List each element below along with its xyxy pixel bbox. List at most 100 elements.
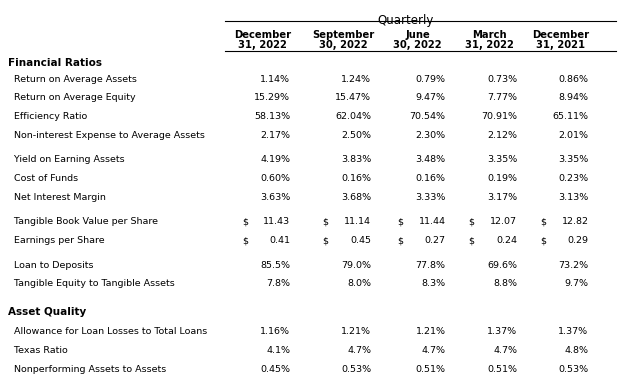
Text: $: $ xyxy=(469,236,474,245)
Text: 70.54%: 70.54% xyxy=(409,112,446,121)
Text: 85.5%: 85.5% xyxy=(260,261,290,270)
Text: 3.17%: 3.17% xyxy=(487,193,517,202)
Text: 7.77%: 7.77% xyxy=(487,93,517,102)
Text: 30, 2022: 30, 2022 xyxy=(393,40,442,50)
Text: 3.63%: 3.63% xyxy=(260,193,290,202)
Text: 8.8%: 8.8% xyxy=(493,279,517,288)
Text: 2.30%: 2.30% xyxy=(416,131,446,140)
Text: 2.12%: 2.12% xyxy=(487,131,517,140)
Text: 3.35%: 3.35% xyxy=(558,155,588,164)
Text: 15.29%: 15.29% xyxy=(254,93,290,102)
Text: 4.7%: 4.7% xyxy=(347,346,371,355)
Text: Net Interest Margin: Net Interest Margin xyxy=(7,193,105,202)
Text: 8.94%: 8.94% xyxy=(558,93,588,102)
Text: $: $ xyxy=(323,217,329,226)
Text: 0.51%: 0.51% xyxy=(487,365,517,374)
Text: 7.8%: 7.8% xyxy=(266,279,290,288)
Text: 4.1%: 4.1% xyxy=(266,346,290,355)
Text: 30, 2022: 30, 2022 xyxy=(319,40,368,50)
Text: 1.37%: 1.37% xyxy=(487,327,517,336)
Text: 0.19%: 0.19% xyxy=(487,174,517,183)
Text: 1.24%: 1.24% xyxy=(341,75,371,84)
Text: 1.21%: 1.21% xyxy=(416,327,446,336)
Text: $: $ xyxy=(469,217,474,226)
Text: December: December xyxy=(234,30,291,40)
Text: 0.45%: 0.45% xyxy=(260,365,290,374)
Text: 2.01%: 2.01% xyxy=(558,131,588,140)
Text: 1.16%: 1.16% xyxy=(260,327,290,336)
Text: Efficiency Ratio: Efficiency Ratio xyxy=(7,112,87,121)
Text: 1.21%: 1.21% xyxy=(341,327,371,336)
Text: 3.13%: 3.13% xyxy=(558,193,588,202)
Text: 0.53%: 0.53% xyxy=(558,365,588,374)
Text: September: September xyxy=(312,30,374,40)
Text: Loan to Deposits: Loan to Deposits xyxy=(7,261,93,270)
Text: 11.44: 11.44 xyxy=(419,217,446,226)
Text: Return on Average Assets: Return on Average Assets xyxy=(7,75,137,84)
Text: 3.68%: 3.68% xyxy=(341,193,371,202)
Text: 0.41: 0.41 xyxy=(270,236,290,245)
Text: 0.86%: 0.86% xyxy=(558,75,588,84)
Text: 31, 2022: 31, 2022 xyxy=(238,40,287,50)
Text: Non-interest Expense to Average Assets: Non-interest Expense to Average Assets xyxy=(7,131,205,140)
Text: 0.53%: 0.53% xyxy=(341,365,371,374)
Text: 0.73%: 0.73% xyxy=(487,75,517,84)
Text: March: March xyxy=(472,30,506,40)
Text: 2.17%: 2.17% xyxy=(260,131,290,140)
Text: 0.51%: 0.51% xyxy=(416,365,446,374)
Text: 69.6%: 69.6% xyxy=(487,261,517,270)
Text: Earnings per Share: Earnings per Share xyxy=(7,236,104,245)
Text: Asset Quality: Asset Quality xyxy=(7,308,86,317)
Text: 3.48%: 3.48% xyxy=(416,155,446,164)
Text: 8.3%: 8.3% xyxy=(421,279,446,288)
Text: Tangible Book Value per Share: Tangible Book Value per Share xyxy=(7,217,158,226)
Text: 0.23%: 0.23% xyxy=(558,174,588,183)
Text: 65.11%: 65.11% xyxy=(552,112,588,121)
Text: 4.8%: 4.8% xyxy=(565,346,588,355)
Text: 12.82: 12.82 xyxy=(562,217,588,226)
Text: 11.43: 11.43 xyxy=(263,217,290,226)
Text: 4.19%: 4.19% xyxy=(260,155,290,164)
Text: 0.16%: 0.16% xyxy=(416,174,446,183)
Text: 77.8%: 77.8% xyxy=(416,261,446,270)
Text: 4.7%: 4.7% xyxy=(493,346,517,355)
Text: 0.29: 0.29 xyxy=(567,236,588,245)
Text: 12.07: 12.07 xyxy=(490,217,517,226)
Text: 15.47%: 15.47% xyxy=(335,93,371,102)
Text: Allowance for Loan Losses to Total Loans: Allowance for Loan Losses to Total Loans xyxy=(7,327,207,336)
Text: Financial Ratios: Financial Ratios xyxy=(7,58,102,68)
Text: Yield on Earning Assets: Yield on Earning Assets xyxy=(7,155,124,164)
Text: 8.0%: 8.0% xyxy=(347,279,371,288)
Text: 0.60%: 0.60% xyxy=(260,174,290,183)
Text: 0.16%: 0.16% xyxy=(341,174,371,183)
Text: 9.7%: 9.7% xyxy=(565,279,588,288)
Text: Texas Ratio: Texas Ratio xyxy=(7,346,67,355)
Text: 0.24: 0.24 xyxy=(496,236,517,245)
Text: 0.45: 0.45 xyxy=(350,236,371,245)
Text: 0.79%: 0.79% xyxy=(416,75,446,84)
Text: 11.14: 11.14 xyxy=(344,217,371,226)
Text: 0.27: 0.27 xyxy=(424,236,446,245)
Text: 79.0%: 79.0% xyxy=(341,261,371,270)
Text: 73.2%: 73.2% xyxy=(558,261,588,270)
Text: $: $ xyxy=(540,217,546,226)
Text: $: $ xyxy=(540,236,546,245)
Text: 62.04%: 62.04% xyxy=(335,112,371,121)
Text: Tangible Equity to Tangible Assets: Tangible Equity to Tangible Assets xyxy=(7,279,174,288)
Text: 3.83%: 3.83% xyxy=(341,155,371,164)
Text: 31, 2022: 31, 2022 xyxy=(465,40,514,50)
Text: 3.33%: 3.33% xyxy=(415,193,446,202)
Text: June: June xyxy=(405,30,430,40)
Text: Quarterly: Quarterly xyxy=(377,14,434,27)
Text: $: $ xyxy=(242,236,248,245)
Text: $: $ xyxy=(397,236,403,245)
Text: 70.91%: 70.91% xyxy=(481,112,517,121)
Text: $: $ xyxy=(323,236,329,245)
Text: 9.47%: 9.47% xyxy=(416,93,446,102)
Text: 1.14%: 1.14% xyxy=(260,75,290,84)
Text: 31, 2021: 31, 2021 xyxy=(536,40,585,50)
Text: Cost of Funds: Cost of Funds xyxy=(7,174,78,183)
Text: 58.13%: 58.13% xyxy=(254,112,290,121)
Text: 1.37%: 1.37% xyxy=(558,327,588,336)
Text: 4.7%: 4.7% xyxy=(422,346,446,355)
